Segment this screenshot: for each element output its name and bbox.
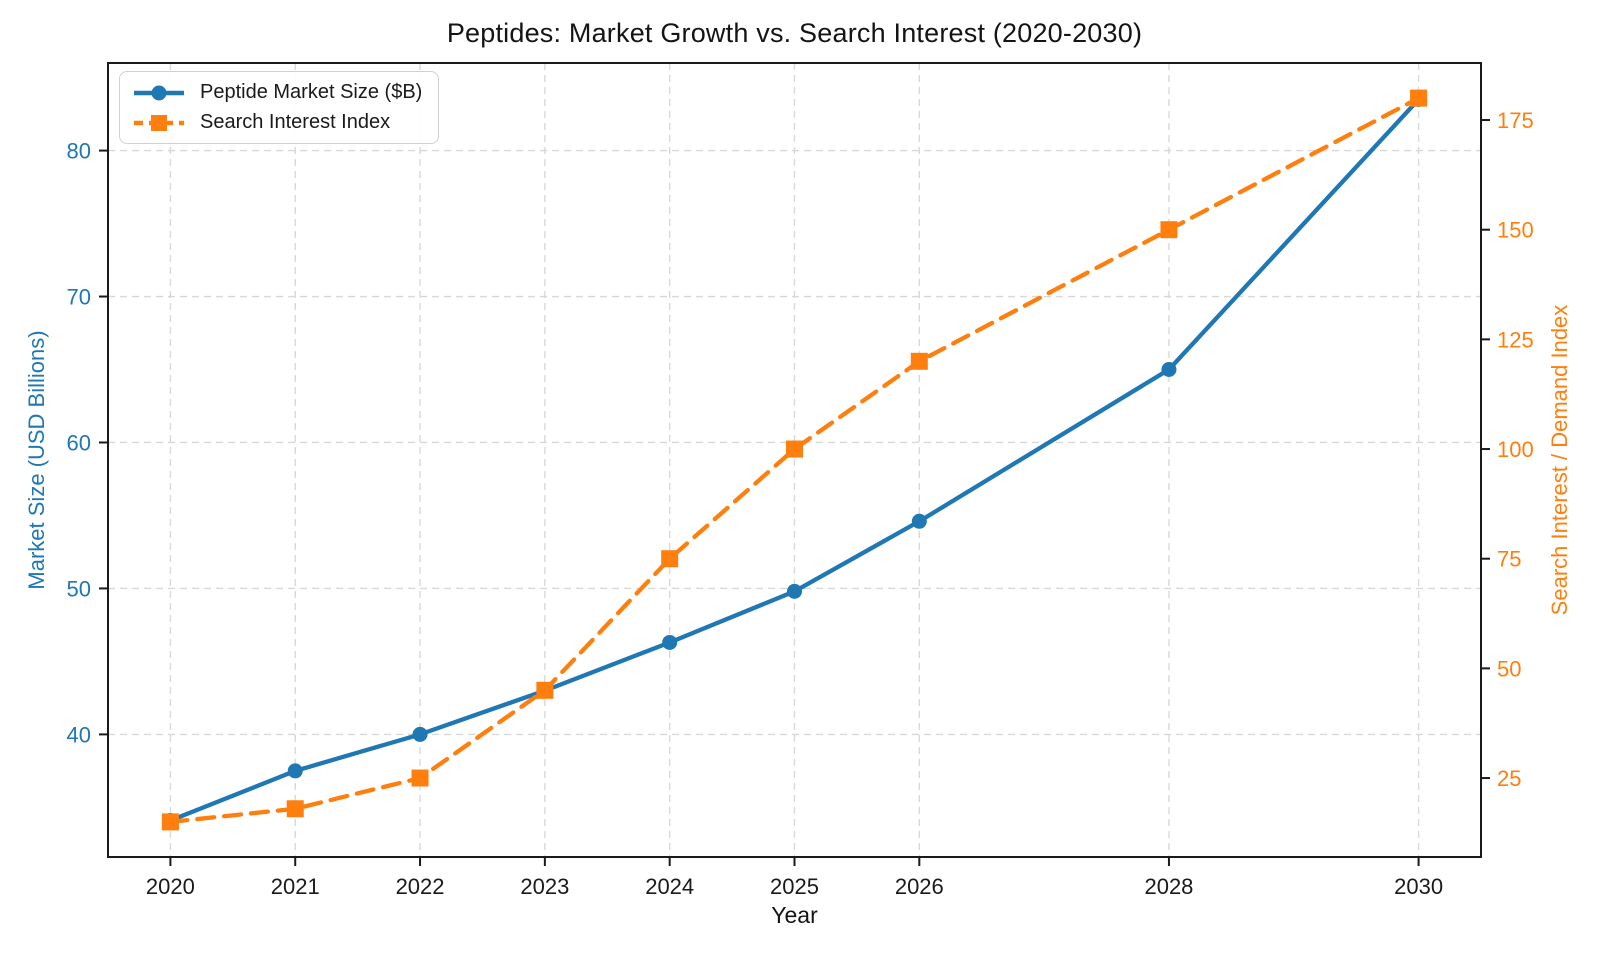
marker-search-interest-2024	[661, 550, 679, 568]
chart-title: Peptides: Market Growth vs. Search Inter…	[446, 18, 1143, 48]
right-tick-label-100: 100	[1497, 437, 1534, 462]
marker-search-interest-2028	[1160, 221, 1178, 239]
marker-search-interest-2026	[910, 352, 928, 370]
marker-market-size-2021	[287, 763, 303, 779]
left-tick-label-50: 50	[67, 576, 91, 601]
right-tick-label-125: 125	[1497, 327, 1534, 352]
x-axis-label: Year	[771, 902, 818, 928]
marker-search-interest-2020	[161, 813, 179, 831]
right-tick-label-50: 50	[1497, 656, 1521, 681]
x-tick-label-2025: 2025	[770, 874, 819, 899]
legend-line-circle-icon	[134, 85, 184, 100]
marker-market-size-2022	[412, 726, 428, 742]
legend: Peptide Market Size ($B) Search Interest…	[119, 71, 440, 144]
marker-market-size-2025	[787, 583, 802, 599]
x-tick-label-2024: 2024	[645, 874, 694, 899]
x-tick-label-2030: 2030	[1394, 874, 1443, 899]
left-tick-label-70: 70	[67, 285, 91, 310]
legend-item-market-size: Peptide Market Size ($B)	[132, 81, 422, 104]
marker-search-interest-2022	[411, 769, 429, 787]
legend-item-search-interest: Search Interest Index	[132, 111, 422, 134]
marker-market-size-2026	[911, 513, 927, 529]
x-tick-label-2028: 2028	[1144, 874, 1193, 899]
legend-label-search-interest: Search Interest Index	[200, 111, 391, 133]
marker-search-interest-2025	[786, 440, 803, 458]
marker-search-interest-2021	[286, 800, 304, 818]
left-tick-label-60: 60	[67, 430, 91, 455]
x-tick-label-2020: 2020	[146, 874, 195, 899]
x-tick-label-2026: 2026	[895, 874, 944, 899]
legend-line-square-icon	[134, 114, 184, 131]
x-tick-label-2021: 2021	[271, 874, 320, 899]
left-tick-label-80: 80	[67, 139, 91, 164]
marker-market-size-2024	[662, 634, 678, 650]
marker-search-interest-2023	[536, 681, 554, 699]
left-tick-label-40: 40	[67, 722, 91, 747]
right-tick-label-75: 75	[1497, 547, 1521, 572]
series-line-search-interest	[168, 95, 1421, 825]
right-tick-label-150: 150	[1497, 218, 1534, 243]
right-tick-label-25: 25	[1497, 766, 1521, 791]
x-tick-label-2023: 2023	[520, 874, 569, 899]
x-tick-label-2022: 2022	[396, 874, 445, 899]
marker-search-interest-2030	[1410, 89, 1428, 107]
right-tick-label-175: 175	[1497, 108, 1534, 133]
marker-market-size-2028	[1161, 362, 1177, 378]
legend-label-market-size: Peptide Market Size ($B)	[200, 81, 423, 103]
